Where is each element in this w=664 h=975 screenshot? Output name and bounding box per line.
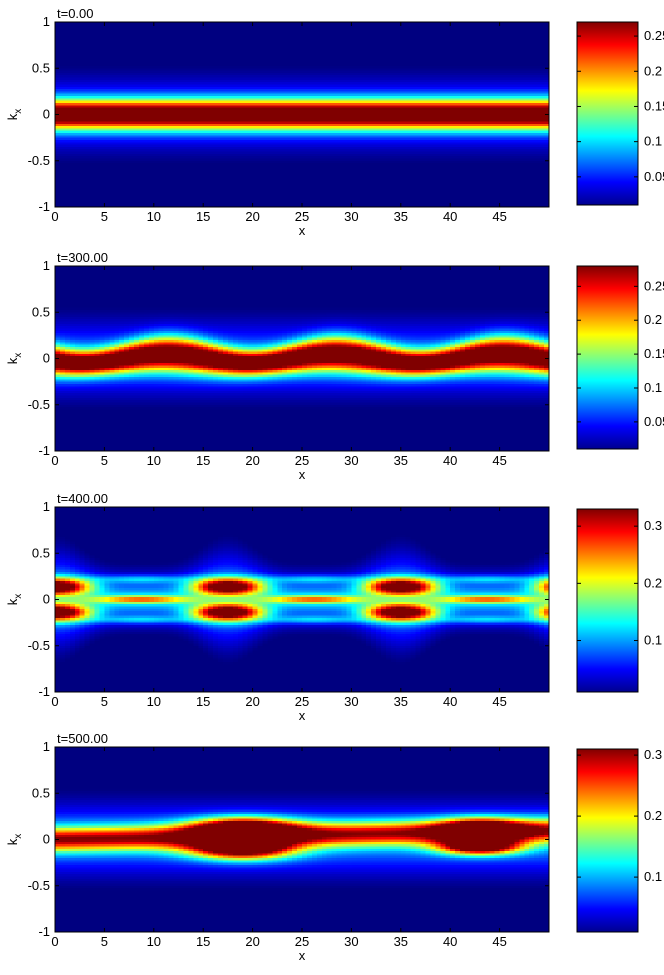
heatmap-panel-1: t=0.000 5 10 15 20 25 30 35 40 45-1-0.500.51xkx0.… [5,6,664,238]
heatmap-cells [55,22,550,208]
